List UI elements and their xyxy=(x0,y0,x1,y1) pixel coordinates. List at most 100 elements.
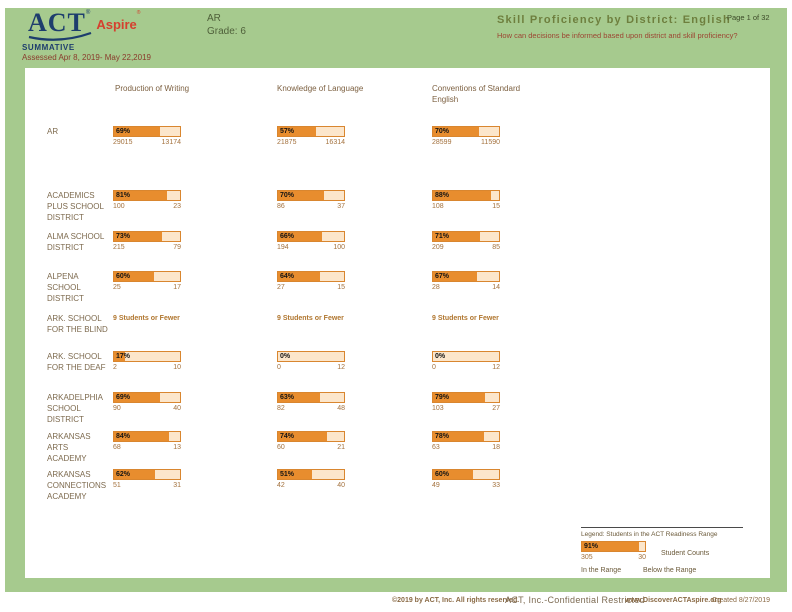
percent-label: 73% xyxy=(116,233,131,240)
proficiency-bar: 17% xyxy=(113,351,181,362)
percent-label: 64% xyxy=(280,273,295,280)
proficiency-bar: 60% xyxy=(432,469,500,480)
in-range-count: 0 xyxy=(277,364,281,371)
below-range-count: 40 xyxy=(337,482,345,489)
bar-fill xyxy=(114,352,126,361)
percent-label: 70% xyxy=(435,128,450,135)
district-label: ARKANSAS CONNECTIONS ACADEMY xyxy=(47,470,107,502)
suppressed-note: 9 Students or Fewer xyxy=(277,315,344,322)
count-row: 2 10 xyxy=(113,364,181,371)
report-subtitle: How can decisions be informed based upon… xyxy=(497,31,738,40)
percent-label: 81% xyxy=(116,192,131,199)
below-range-count: 17 xyxy=(173,284,181,291)
district-label: ACADEMICS PLUS SCHOOL DISTRICT xyxy=(47,191,104,223)
in-range-count: 215 xyxy=(113,244,125,251)
district-label: ARKADELPHIA SCHOOL DISTRICT xyxy=(47,393,103,425)
bar-fill xyxy=(278,470,312,479)
proficiency-bar: 81% xyxy=(113,190,181,201)
page-number: Page 1 of 32 xyxy=(727,13,770,22)
count-row: 108 15 xyxy=(432,203,500,210)
aspire-logo-text: Aspire xyxy=(96,17,137,32)
legend-below-range-label: Below the Range xyxy=(643,567,697,574)
below-range-count: 33 xyxy=(492,482,500,489)
below-range-count: 13174 xyxy=(161,139,181,146)
bar-fill xyxy=(114,470,155,479)
proficiency-bar: 63% xyxy=(277,392,345,403)
in-range-count: 2 xyxy=(113,364,117,371)
bar-fill xyxy=(278,432,327,441)
count-row: 90 40 xyxy=(113,405,181,412)
proficiency-bar: 88% xyxy=(432,190,500,201)
proficiency-bar: 60% xyxy=(113,271,181,282)
count-row: 28 14 xyxy=(432,284,500,291)
legend-counts: 305 30 xyxy=(581,554,646,561)
percent-label: 62% xyxy=(116,471,131,478)
region-label: AR xyxy=(207,13,221,24)
district-label: ALMA SCHOOL DISTRICT xyxy=(47,232,105,253)
proficiency-bar: 74% xyxy=(277,431,345,442)
below-range-count: 100 xyxy=(333,244,345,251)
count-row: 25 17 xyxy=(113,284,181,291)
percent-label: 51% xyxy=(280,471,295,478)
percent-label: 67% xyxy=(435,273,450,280)
percent-label: 71% xyxy=(435,233,450,240)
footer-created-date: Created 8/27/2019 xyxy=(712,597,770,604)
proficiency-bar: 69% xyxy=(113,126,181,137)
logo-swoosh-icon xyxy=(28,32,92,41)
proficiency-bar: 51% xyxy=(277,469,345,480)
bar-fill xyxy=(114,191,168,200)
district-label: ARK. SCHOOL FOR THE BLIND xyxy=(47,314,108,335)
in-range-count: 209 xyxy=(432,244,444,251)
count-row: 28599 11590 xyxy=(432,139,500,146)
percent-label: 88% xyxy=(435,192,450,199)
proficiency-bar: 73% xyxy=(113,231,181,242)
legend-title: Legend: Students in the ACT Readiness Ra… xyxy=(581,531,718,538)
legend: Legend: Students in the ACT Readiness Ra… xyxy=(581,527,743,574)
proficiency-bar: 70% xyxy=(432,126,500,137)
legend-bar-fill xyxy=(582,542,640,551)
district-label: ARKANSAS ARTS ACADEMY xyxy=(47,432,91,464)
legend-range-labels: In the Range Below the Range xyxy=(581,567,743,574)
bar-fill xyxy=(433,191,492,200)
grade-label: Grade: 6 xyxy=(207,26,246,37)
percent-label: 57% xyxy=(280,128,295,135)
below-range-count: 79 xyxy=(173,244,181,251)
count-row: 42 40 xyxy=(277,482,345,489)
suppressed-note: 9 Students or Fewer xyxy=(113,315,180,322)
count-row: 82 48 xyxy=(277,405,345,412)
act-registered-mark: ® xyxy=(85,10,91,16)
in-range-count: 0 xyxy=(432,364,436,371)
in-range-count: 21875 xyxy=(277,139,297,146)
below-range-count: 18 xyxy=(492,444,500,451)
in-range-count: 194 xyxy=(277,244,289,251)
in-range-count: 42 xyxy=(277,482,285,489)
proficiency-bar: 69% xyxy=(113,392,181,403)
below-range-count: 40 xyxy=(173,405,181,412)
bar-fill xyxy=(278,272,321,281)
proficiency-bar: 71% xyxy=(432,231,500,242)
district-rows: AR 69% 29015 13174 57% 21875 16314 70% 28599 1159… xyxy=(25,68,770,578)
below-range-count: 21 xyxy=(337,444,345,451)
in-range-count: 49 xyxy=(432,482,440,489)
district-label: AR xyxy=(47,127,59,136)
in-range-count: 108 xyxy=(432,203,444,210)
act-logo-text: ACT xyxy=(28,8,86,37)
count-row: 27 15 xyxy=(277,284,345,291)
count-row: 49 33 xyxy=(432,482,500,489)
bar-fill xyxy=(114,127,160,136)
in-range-count: 60 xyxy=(277,444,285,451)
bar-fill xyxy=(433,272,478,281)
in-range-count: 63 xyxy=(432,444,440,451)
report-title: Skill Proficiency by District: English xyxy=(497,14,731,26)
below-range-count: 12 xyxy=(337,364,345,371)
below-range-count: 37 xyxy=(337,203,345,210)
below-range-count: 10 xyxy=(173,364,181,371)
count-row: 0 12 xyxy=(432,364,500,371)
column-header-knowledge-of-language: Knowledge of Language xyxy=(277,84,364,93)
below-range-count: 14 xyxy=(492,284,500,291)
legend-in-range-count: 305 xyxy=(581,554,593,561)
district-label: ALPENA SCHOOL DISTRICT xyxy=(47,272,84,304)
below-range-count: 15 xyxy=(337,284,345,291)
footer-website: www.DiscoverACTAspire.org xyxy=(625,597,722,604)
count-row: 51 31 xyxy=(113,482,181,489)
